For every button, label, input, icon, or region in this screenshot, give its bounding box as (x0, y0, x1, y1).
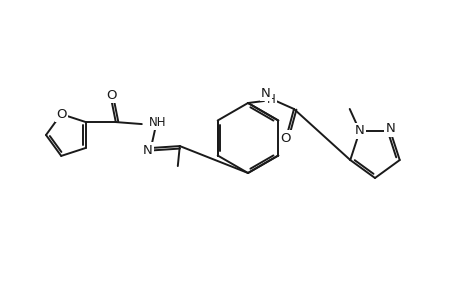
Text: NH: NH (148, 116, 166, 129)
Text: N: N (385, 122, 394, 136)
Text: H: H (266, 92, 275, 106)
Text: O: O (280, 131, 291, 145)
Text: N: N (354, 124, 364, 137)
Text: O: O (56, 108, 66, 121)
Text: O: O (106, 88, 117, 102)
Text: N: N (143, 144, 152, 157)
Text: N: N (261, 86, 270, 100)
